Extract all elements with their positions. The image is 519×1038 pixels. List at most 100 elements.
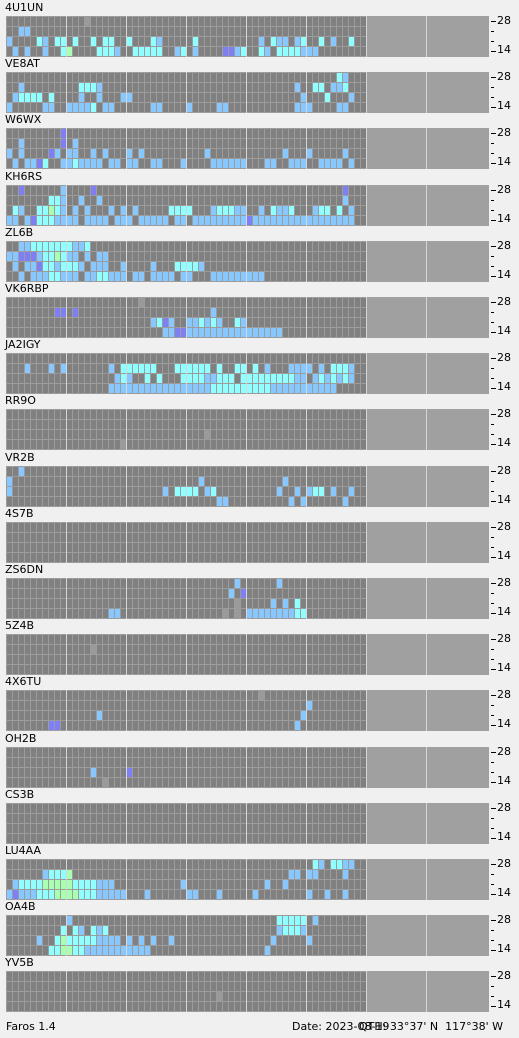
signal-cell-heard bbox=[223, 496, 228, 506]
signal-cell-heard bbox=[229, 159, 234, 169]
signal-cell bbox=[37, 27, 42, 36]
signal-cell bbox=[109, 747, 114, 757]
signal-cell bbox=[115, 17, 120, 26]
signal-cell bbox=[37, 803, 42, 813]
signal-cell bbox=[103, 17, 108, 26]
signal-cell bbox=[163, 757, 168, 767]
signal-cell bbox=[127, 83, 132, 93]
signal-cell-heard bbox=[67, 215, 72, 225]
signal-cell bbox=[217, 609, 222, 618]
signal-cell bbox=[193, 579, 198, 588]
signal-cell bbox=[109, 701, 114, 711]
signal-cell bbox=[121, 195, 126, 205]
signal-cell bbox=[73, 972, 78, 982]
signal-cell bbox=[223, 860, 228, 869]
signal-cell bbox=[349, 241, 354, 251]
signal-cell bbox=[313, 430, 318, 440]
signal-cell-heard bbox=[121, 261, 126, 271]
signal-cell bbox=[13, 747, 18, 757]
signal-cell bbox=[187, 93, 192, 103]
signal-cell bbox=[109, 992, 114, 1002]
signal-cell bbox=[235, 532, 240, 542]
signal-cell bbox=[229, 73, 234, 83]
signal-cell bbox=[337, 870, 342, 879]
signal-cell-heard bbox=[121, 890, 126, 899]
signal-cell bbox=[361, 430, 366, 440]
signal-cell bbox=[355, 645, 360, 655]
signal-cell bbox=[229, 185, 234, 195]
signal-cell bbox=[109, 251, 114, 261]
signal-cell bbox=[241, 823, 246, 833]
signal-cell bbox=[49, 139, 54, 149]
signal-cell bbox=[283, 589, 288, 598]
band-axis: 28 14 bbox=[490, 970, 519, 1012]
signal-cell bbox=[181, 655, 186, 665]
signal-cell bbox=[43, 691, 48, 701]
signal-cell bbox=[25, 466, 30, 476]
signal-cell bbox=[211, 992, 216, 1002]
signal-cell bbox=[25, 374, 30, 384]
signal-cell bbox=[25, 430, 30, 440]
signal-cell bbox=[175, 635, 180, 645]
signal-cell bbox=[271, 308, 276, 317]
signal-cell-heard bbox=[19, 27, 24, 36]
signal-cell bbox=[331, 195, 336, 205]
signal-cell bbox=[247, 767, 252, 777]
signal-cell bbox=[7, 645, 12, 655]
signal-cell bbox=[337, 589, 342, 598]
signal-cell bbox=[61, 486, 66, 496]
signal-cell bbox=[259, 149, 264, 159]
signal-cell bbox=[325, 261, 330, 271]
signal-cell bbox=[31, 318, 36, 327]
signal-cell bbox=[175, 655, 180, 665]
signal-cell-heard bbox=[217, 992, 222, 1002]
signal-cell-heard bbox=[259, 37, 264, 46]
signal-cell bbox=[289, 430, 294, 440]
signal-cell bbox=[85, 328, 90, 337]
signal-cell bbox=[307, 691, 312, 701]
signal-cell bbox=[157, 579, 162, 588]
signal-cell bbox=[277, 721, 282, 731]
signal-cell bbox=[79, 476, 84, 486]
signal-cell bbox=[67, 93, 72, 103]
signal-cell-heard bbox=[343, 195, 348, 205]
signal-cell bbox=[301, 73, 306, 83]
signal-cell bbox=[37, 83, 42, 93]
signal-cell bbox=[289, 691, 294, 701]
signal-cell bbox=[265, 916, 270, 926]
signal-cell bbox=[145, 813, 150, 823]
signal-cell bbox=[361, 890, 366, 899]
signal-cell bbox=[85, 813, 90, 823]
signal-cell bbox=[349, 139, 354, 149]
signal-cell bbox=[217, 1002, 222, 1012]
signal-cell bbox=[157, 721, 162, 731]
signal-cell bbox=[31, 83, 36, 93]
signal-cell bbox=[307, 833, 312, 843]
signal-cell bbox=[349, 992, 354, 1002]
signal-cell-heard bbox=[145, 47, 150, 56]
signal-cell bbox=[325, 542, 330, 552]
signal-cell-heard bbox=[55, 215, 60, 225]
callsign-label: YV5B bbox=[5, 956, 34, 970]
signal-cell bbox=[247, 946, 252, 956]
signal-cell-heard bbox=[331, 215, 336, 225]
signal-cell-heard bbox=[133, 159, 138, 169]
beacon-panel: ZL6B 28 14 bbox=[0, 226, 519, 282]
signal-cell bbox=[79, 579, 84, 588]
signal-cell-heard bbox=[127, 37, 132, 46]
axis-tick bbox=[491, 705, 494, 707]
signal-cell bbox=[343, 691, 348, 701]
signal-cell bbox=[151, 466, 156, 476]
signal-cell bbox=[211, 532, 216, 542]
signal-cell bbox=[151, 298, 156, 307]
signal-cell bbox=[289, 466, 294, 476]
signal-cell-heard bbox=[73, 936, 78, 946]
signal-cell bbox=[253, 691, 258, 701]
signal-cell bbox=[181, 890, 186, 899]
signal-cell bbox=[247, 486, 252, 496]
time-divider bbox=[306, 184, 307, 226]
signal-cell-heard bbox=[49, 205, 54, 215]
signal-cell-heard bbox=[13, 215, 18, 225]
signal-cell bbox=[61, 579, 66, 588]
signal-cell bbox=[37, 354, 42, 364]
